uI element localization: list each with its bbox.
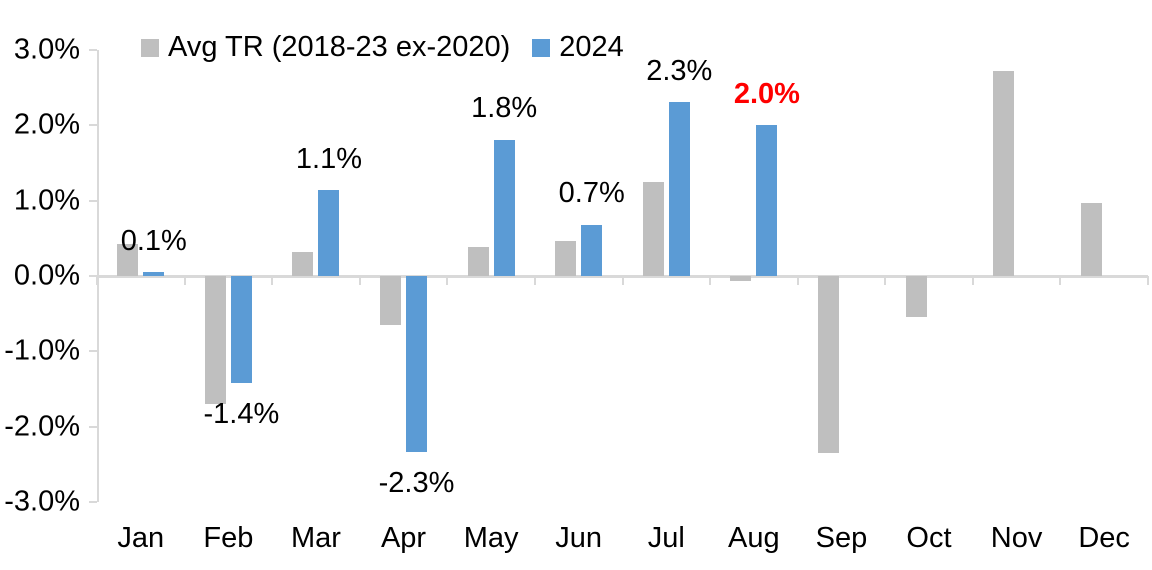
x-axis-label-nov: Nov <box>990 522 1043 554</box>
y-axis-tick-label: 2.0% <box>13 108 80 141</box>
x-axis-label-sep: Sep <box>815 522 868 554</box>
data-label-feb: -1.4% <box>203 397 280 430</box>
x-axis-label-apr: Apr <box>380 522 427 554</box>
bar-avg-nov <box>993 71 1015 276</box>
data-label-jul: 2.3% <box>646 54 713 87</box>
legend-label-avg-tr: Avg TR (2018-23 ex-2020) <box>168 31 511 63</box>
bar-2024-feb <box>230 276 252 383</box>
bar-avg-sep <box>817 276 839 454</box>
x-axis-label-oct: Oct <box>906 522 952 554</box>
bar-2024-aug <box>756 125 778 276</box>
y-axis-tick-label: -3.0% <box>4 485 80 518</box>
y-axis-tick-label: 3.0% <box>13 33 80 66</box>
x-axis-tick-mark <box>446 276 449 285</box>
y-axis-tick-mark <box>89 49 97 51</box>
legend-swatch-avg-tr-icon <box>141 38 159 57</box>
x-axis-tick-mark <box>533 276 536 285</box>
legend-item-avg-tr: Avg TR (2018-23 ex-2020) <box>141 33 510 62</box>
x-axis-label-jul: Jul <box>647 522 685 554</box>
bar-avg-jan <box>117 243 139 276</box>
bar-avg-feb <box>204 276 226 405</box>
x-axis-tick-mark <box>271 276 274 285</box>
legend-label-2024: 2024 <box>559 31 624 63</box>
data-label-jan: 0.1% <box>120 224 187 257</box>
y-axis-tick-mark <box>89 350 97 353</box>
chart-legend: Avg TR (2018-23 ex-2020) 2024 <box>141 33 624 62</box>
bar-2024-jan <box>143 272 165 276</box>
x-axis-label-jun: Jun <box>555 522 603 554</box>
x-axis-tick-mark <box>971 276 974 285</box>
legend-swatch-2024-icon <box>532 38 551 57</box>
bar-2024-apr <box>406 276 428 452</box>
x-axis-tick-mark <box>709 276 712 285</box>
bar-2024-jul <box>668 101 690 276</box>
x-axis-label-aug: Aug <box>728 522 780 554</box>
x-axis-label-dec: Dec <box>1078 522 1130 554</box>
x-axis-label-feb: Feb <box>203 522 254 554</box>
y-axis-tick-label: 0.0% <box>13 259 80 292</box>
y-axis-labels: 3.0% 2.0% 1.0% 0.0% -1.0% -2.0% -3.0% <box>0 35 80 516</box>
x-axis-tick-mark <box>621 276 624 285</box>
plot-area: 0.1% -1.4% 1.1% -2.3% 1.8% 0.7% 2.3% 2.0% <box>89 49 1149 503</box>
data-label-may: 1.8% <box>471 92 538 125</box>
y-axis-tick-mark <box>89 199 97 202</box>
x-axis-tick-mark <box>1147 276 1149 285</box>
x-axis-label-mar: Mar <box>290 522 341 554</box>
bar-avg-dec <box>1080 202 1102 276</box>
legend-item-2024: 2024 <box>532 33 624 62</box>
x-axis-label-may: May <box>463 522 519 554</box>
x-axis-tick-mark <box>1059 276 1062 285</box>
bar-avg-jul <box>642 181 664 276</box>
bar-2024-mar <box>318 190 340 276</box>
y-axis-tick-label: 1.0% <box>13 184 80 217</box>
y-axis-tick-label: -2.0% <box>4 410 80 443</box>
bar-2024-may <box>493 139 515 276</box>
y-axis-tick-mark <box>89 425 97 428</box>
bar-avg-aug <box>730 276 752 282</box>
bar-avg-mar <box>292 251 314 276</box>
x-axis-tick-mark <box>96 276 98 285</box>
bar-2024-jun <box>581 224 603 276</box>
y-axis-tick-mark <box>89 124 97 127</box>
x-axis-label-jan: Jan <box>117 522 165 554</box>
y-axis-tick-label: -1.0% <box>4 334 80 367</box>
bar-avg-oct <box>905 276 927 318</box>
x-axis-tick-mark <box>796 276 799 285</box>
y-axis-tick-mark <box>89 275 97 277</box>
data-label-jun: 0.7% <box>558 177 625 210</box>
bar-avg-apr <box>380 276 402 325</box>
y-axis-tick-mark <box>89 501 97 503</box>
data-label-mar: 1.1% <box>295 142 363 175</box>
x-axis-tick-mark <box>358 276 361 285</box>
x-axis-tick-mark <box>183 276 186 285</box>
bar-avg-jun <box>555 241 577 276</box>
x-axis-labels: Jan Feb Mar Apr May Jun Jul Aug Sep Oct Nov Dec <box>97 521 1148 556</box>
data-label-aug: 2.0% <box>733 77 800 110</box>
x-axis-tick-mark <box>884 276 887 285</box>
bar-avg-may <box>467 247 489 276</box>
data-label-apr: -2.3% <box>378 466 455 499</box>
